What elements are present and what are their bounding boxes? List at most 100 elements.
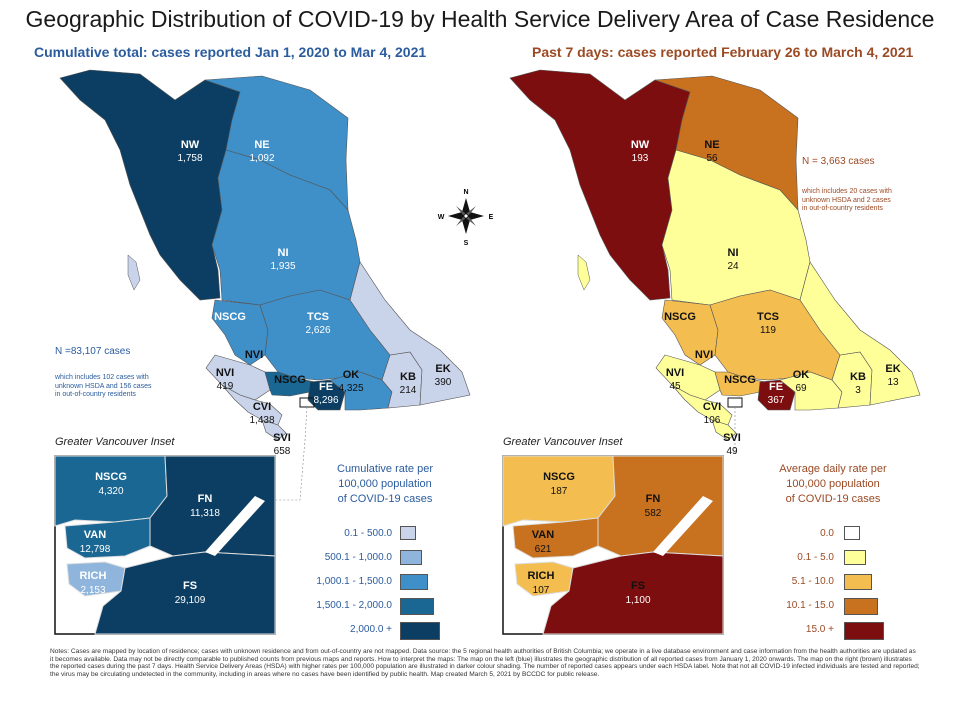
inset-label-fs: FS [631, 580, 645, 592]
inset-label-rich: RICH [528, 570, 555, 582]
inset-label-nscg: NSCG [543, 471, 575, 483]
region-value-nw: 1,758 [177, 153, 202, 164]
region-label-ek: EK [885, 363, 900, 375]
region-value-kb: 3 [855, 385, 861, 396]
inset-value-fn: 582 [645, 508, 662, 519]
left-subtitle: Cumulative total: cases reported Jan 1, … [34, 44, 427, 60]
region-label-ni: NI [278, 247, 289, 259]
inset-value-nscg: 187 [551, 486, 568, 497]
region-label-nw: NW [181, 139, 200, 151]
inset-value-rich: 2,153 [80, 585, 105, 596]
legend-swatch [400, 622, 440, 640]
legend-swatch [844, 526, 860, 540]
legend-label: 2,000.0 + [350, 624, 392, 635]
region-label-nw: NW [631, 139, 650, 151]
inset-waterway [653, 496, 713, 556]
region-label-nscg: NSCG [724, 374, 756, 386]
region-value-ni: 24 [727, 261, 739, 272]
region-label-cvi: CVI [253, 401, 271, 413]
region-value-ok: 4,325 [338, 383, 363, 394]
region-cvi [221, 384, 283, 426]
region-label-kb: KB [400, 371, 416, 383]
legend-swatch [844, 598, 878, 615]
region-label-nvi: NVI [666, 367, 684, 379]
inset-value-fs: 29,109 [175, 595, 206, 606]
region-label-nvi: NVI [695, 349, 713, 361]
region-value-ek: 390 [435, 377, 452, 388]
region-label-nscg: NSCG [274, 374, 306, 386]
region-label-kb: KB [850, 371, 866, 383]
region-value-svi: 49 [726, 446, 738, 457]
region-nw [59, 69, 241, 301]
inset-value-fn: 11,318 [190, 508, 220, 519]
left-legend-title: Cumulative rate per 100,000 population of … [337, 463, 433, 505]
region-value-ek: 13 [887, 377, 899, 388]
left-inset-map: NSCG 4,320 FN 11,318 VAN 12,798 RICH 2,153 FS 29,… [54, 455, 276, 635]
region-label-nscg: NSCG [214, 311, 246, 323]
region-value-tcs: 119 [760, 325, 776, 336]
inset-locator-box [727, 397, 743, 408]
legend-swatch [400, 598, 434, 615]
region-label-fe: FE [319, 381, 333, 393]
region-label-ne: NE [254, 139, 269, 151]
region-value-tcs: 2,626 [305, 325, 330, 336]
region-svi [261, 419, 287, 441]
left-inset-title: Greater Vancouver Inset [55, 436, 175, 448]
right-n-text: N = 3,663 cases [802, 156, 875, 167]
region-label-tcs: TCS [757, 311, 779, 323]
inset-value-fs: 1,100 [625, 595, 650, 606]
left-n-info: which includes 102 cases with unknown HSD… [55, 374, 152, 398]
region-value-ni: 1,935 [270, 261, 295, 272]
map-title: Geographic Distribution of COVID-19 by H… [25, 6, 935, 32]
inset-value-nscg: 4,320 [98, 486, 123, 497]
legend-label: 15.0 + [805, 624, 834, 635]
region-label-svi: SVI [723, 432, 741, 444]
legend-label: 500.1 - 1,000.0 [324, 552, 392, 563]
inset-label-van: VAN [84, 529, 106, 541]
region-value-fe: 367 [768, 395, 785, 406]
region-label-nvi: NVI [245, 349, 263, 361]
compass-e: E [489, 214, 494, 221]
right-inset-map: NSCG 187 FN 582 VAN 621 RICH 107 FS 1,100 [502, 455, 724, 635]
notes-text: Notes: Cases are mapped by location of r… [50, 648, 920, 678]
region-value-cvi: 1,438 [249, 415, 274, 426]
inset-label-rich: RICH [80, 570, 107, 582]
left-n-text: N =83,107 cases [55, 346, 131, 357]
region-label-ni: NI [728, 247, 739, 259]
region-label-svi: SVI [273, 432, 291, 444]
legend-swatch [400, 574, 428, 590]
region-value-fe: 8,296 [313, 395, 338, 406]
inset-value-van: 621 [535, 544, 552, 555]
region-label-cvi: CVI [703, 401, 721, 413]
inset-label-fn: FN [198, 493, 213, 505]
region-label-ek: EK [435, 363, 450, 375]
region-label-nvi: NVI [216, 367, 234, 379]
right-inset-title: Greater Vancouver Inset [503, 436, 623, 448]
compass-w: W [438, 214, 445, 221]
region-value-ok: 69 [795, 383, 807, 394]
region-value-cvi: 106 [704, 415, 721, 426]
region-ek [349, 261, 471, 406]
legend-label: 1,000.1 - 1,500.0 [316, 576, 392, 587]
right-region-labels: NW 193 NE 56 NI 24 NSCG TCS 119 NVI NVI 45 NSCG FE 367… [631, 139, 901, 457]
compass-n: N [463, 189, 468, 196]
inset-value-van: 12,798 [80, 544, 111, 555]
legend-label: 5.1 - 10.0 [791, 576, 834, 587]
region-value-kb: 214 [400, 385, 417, 396]
region-label-nscg: NSCG [664, 311, 696, 323]
islands-haida-gwaii [127, 254, 141, 291]
region-value-nw: 193 [632, 153, 649, 164]
right-map [509, 69, 921, 455]
inset-label-van: VAN [532, 529, 554, 541]
inset-leader-line [275, 406, 308, 501]
legend-label: 0.1 - 500.0 [344, 528, 392, 539]
right-subtitle: Past 7 days: cases reported February 26 … [532, 44, 914, 60]
region-value-ne: 56 [706, 153, 718, 164]
legend-swatch [844, 550, 866, 565]
compass-rose-icon: N S E W [438, 189, 494, 247]
legend-label: 1,500.1 - 2,000.0 [316, 600, 392, 611]
region-value-nvi: 419 [217, 381, 234, 392]
legend-label: 10.1 - 15.0 [786, 600, 834, 611]
inset-waterway [205, 496, 265, 556]
right-legend-title: Average daily rate per 100,000 population… [779, 463, 887, 505]
